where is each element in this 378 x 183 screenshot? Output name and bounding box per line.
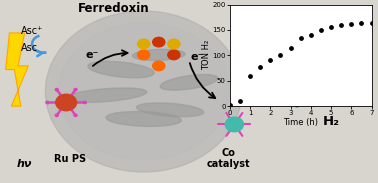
Ellipse shape bbox=[56, 94, 76, 111]
X-axis label: Time (h): Time (h) bbox=[283, 118, 318, 127]
Ellipse shape bbox=[153, 37, 165, 47]
Point bbox=[348, 22, 354, 25]
Ellipse shape bbox=[74, 88, 77, 91]
Point bbox=[358, 22, 364, 25]
Ellipse shape bbox=[88, 61, 154, 78]
Point bbox=[308, 33, 314, 36]
Ellipse shape bbox=[83, 101, 86, 104]
Point bbox=[247, 74, 253, 77]
Point bbox=[237, 100, 243, 102]
Polygon shape bbox=[6, 33, 28, 106]
Point bbox=[288, 46, 294, 49]
Y-axis label: TON H₂: TON H₂ bbox=[202, 40, 211, 70]
Text: e⁻: e⁻ bbox=[191, 52, 204, 62]
Text: Co
catalyst: Co catalyst bbox=[207, 148, 251, 169]
Text: 2 H⁺: 2 H⁺ bbox=[316, 59, 347, 72]
Point bbox=[267, 59, 273, 62]
Ellipse shape bbox=[132, 49, 185, 61]
Ellipse shape bbox=[138, 50, 150, 60]
Ellipse shape bbox=[138, 39, 150, 49]
Point bbox=[369, 22, 375, 25]
Point bbox=[277, 54, 284, 57]
Text: hν: hν bbox=[17, 158, 33, 169]
Text: Ru PS: Ru PS bbox=[54, 154, 86, 164]
Text: Ferredoxin: Ferredoxin bbox=[77, 2, 149, 15]
Point bbox=[318, 29, 324, 31]
Text: Asc⁺: Asc⁺ bbox=[21, 26, 43, 36]
Ellipse shape bbox=[225, 117, 243, 132]
Ellipse shape bbox=[153, 61, 165, 71]
Ellipse shape bbox=[55, 114, 58, 117]
Text: Asc: Asc bbox=[21, 43, 38, 53]
Point bbox=[338, 23, 344, 26]
Ellipse shape bbox=[160, 74, 218, 90]
Point bbox=[298, 36, 304, 39]
Point bbox=[227, 104, 233, 107]
Ellipse shape bbox=[65, 88, 147, 102]
Ellipse shape bbox=[168, 39, 180, 49]
Point bbox=[328, 26, 334, 29]
Ellipse shape bbox=[168, 50, 180, 60]
Ellipse shape bbox=[46, 101, 49, 104]
Text: e⁻ (2x): e⁻ (2x) bbox=[308, 85, 353, 98]
Text: e⁻: e⁻ bbox=[85, 50, 98, 60]
Ellipse shape bbox=[106, 111, 181, 126]
Point bbox=[257, 65, 263, 68]
Text: H₂: H₂ bbox=[323, 115, 340, 128]
Ellipse shape bbox=[59, 23, 229, 160]
Ellipse shape bbox=[136, 103, 204, 117]
Ellipse shape bbox=[45, 11, 242, 172]
Ellipse shape bbox=[55, 88, 58, 91]
Ellipse shape bbox=[74, 114, 77, 117]
